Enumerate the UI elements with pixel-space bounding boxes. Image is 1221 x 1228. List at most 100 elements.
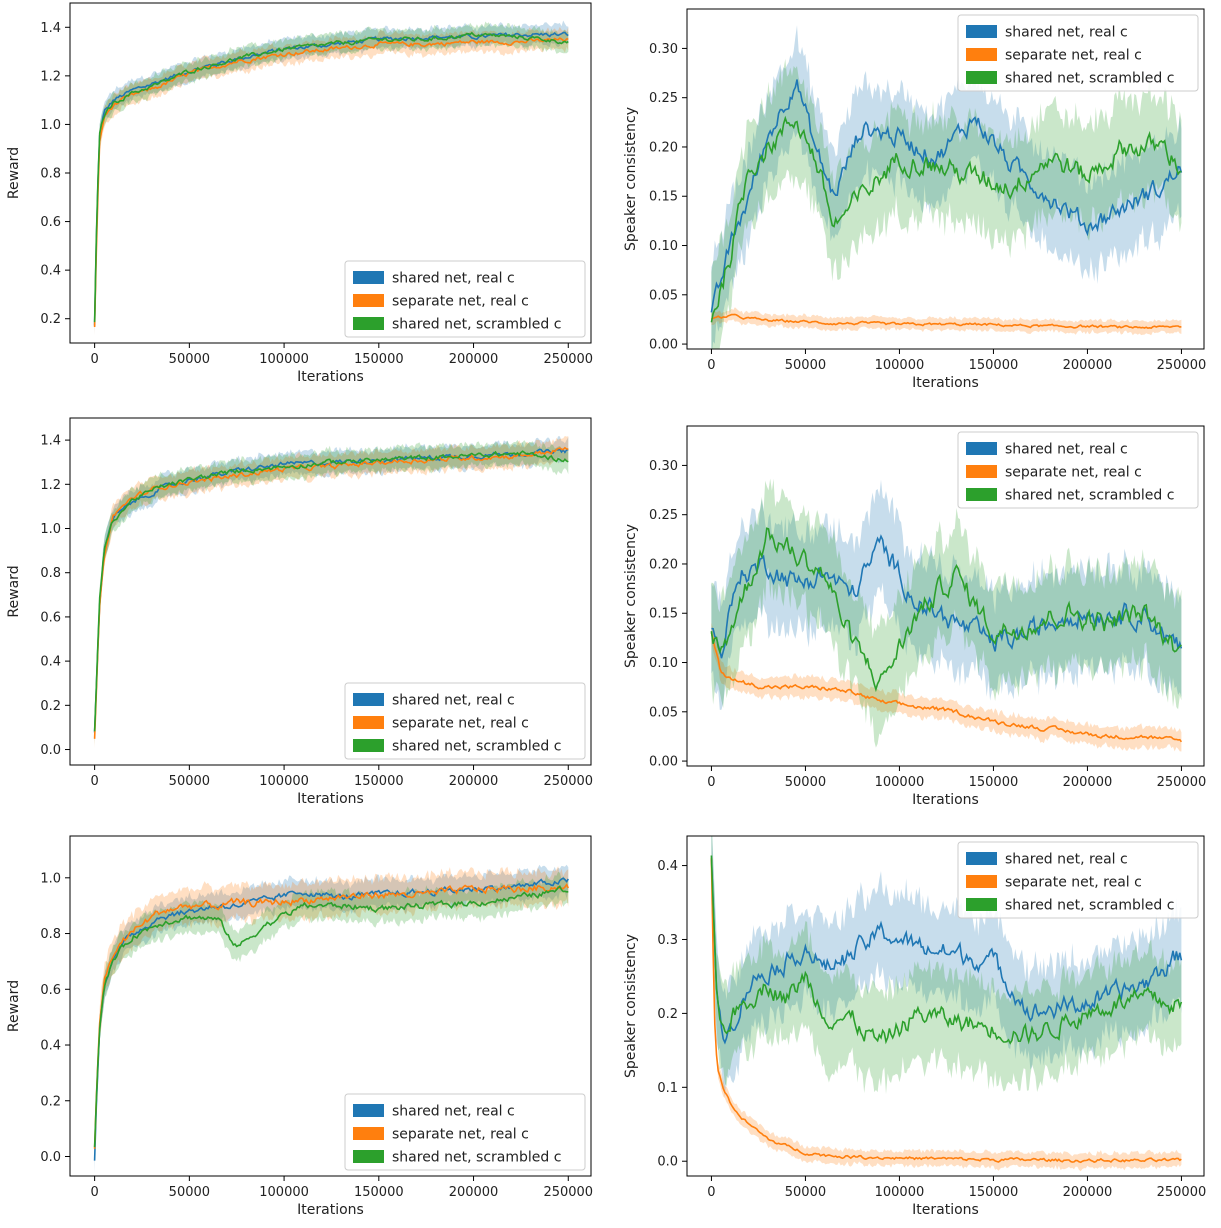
x-tick-label: 0 bbox=[707, 358, 715, 373]
legend-swatch bbox=[966, 875, 997, 888]
series-line bbox=[93, 450, 569, 732]
y-tick-label: 1.0 bbox=[40, 522, 61, 537]
y-tick-label: 1.0 bbox=[40, 871, 61, 886]
chart-panel: 0 50000 100000 150000 200000 250000 0.0 0.1 0.2 0… bbox=[623, 835, 1207, 1218]
legend-label: separate net, real c bbox=[392, 1127, 529, 1143]
y-tick-label: 0.2 bbox=[40, 312, 61, 327]
series-band bbox=[711, 25, 1182, 349]
legend-label: shared net, real c bbox=[392, 1104, 515, 1120]
x-tick-label: 250000 bbox=[1157, 1185, 1207, 1200]
series-line bbox=[93, 31, 569, 323]
y-tick-label: 0.05 bbox=[649, 705, 678, 720]
x-axis-label: Iterations bbox=[297, 369, 364, 385]
series-line bbox=[93, 885, 569, 1148]
x-tick-label: 100000 bbox=[875, 358, 925, 373]
y-tick-label: 0.2 bbox=[40, 699, 61, 714]
legend-label: separate net, real c bbox=[1005, 465, 1142, 481]
y-tick-label: 0.8 bbox=[40, 167, 61, 182]
x-tick-label: 150000 bbox=[354, 774, 404, 789]
y-tick-label: 0.25 bbox=[649, 508, 678, 523]
x-tick-label: 50000 bbox=[169, 352, 210, 367]
series-line bbox=[93, 37, 569, 328]
legend-box bbox=[344, 260, 586, 338]
legend-box bbox=[344, 682, 586, 760]
legend-swatch bbox=[966, 25, 997, 38]
series-line bbox=[710, 857, 1182, 1164]
series-line bbox=[710, 79, 1183, 313]
legend-swatch bbox=[353, 693, 384, 706]
axes-frame bbox=[686, 425, 1205, 767]
axes-frame bbox=[69, 417, 592, 766]
series-line bbox=[93, 446, 569, 739]
y-tick-label: 0.6 bbox=[40, 610, 61, 625]
y-tick-label: 1.0 bbox=[40, 118, 61, 133]
y-tick-label: 0.2 bbox=[40, 1094, 61, 1109]
legend-label: shared net, real c bbox=[1005, 852, 1128, 868]
series-band bbox=[711, 836, 1182, 1098]
legend-swatch bbox=[966, 898, 997, 911]
series-band bbox=[711, 58, 1182, 349]
y-axis-label: Reward bbox=[6, 980, 22, 1032]
series-line bbox=[710, 632, 1183, 743]
legend-label: shared net, scrambled c bbox=[392, 739, 561, 755]
x-tick-label: 100000 bbox=[259, 774, 309, 789]
x-tick-label: 150000 bbox=[969, 1185, 1019, 1200]
y-tick-label: 0.20 bbox=[649, 557, 678, 572]
legend-swatch bbox=[966, 465, 997, 478]
y-tick-label: 0.4 bbox=[657, 859, 678, 874]
x-tick-label: 200000 bbox=[449, 352, 499, 367]
y-tick-label: 0.8 bbox=[40, 566, 61, 581]
legend: shared net, real c separate net, real c sh… bbox=[344, 1093, 586, 1171]
series-line bbox=[710, 527, 1182, 693]
legend-label: shared net, real c bbox=[1005, 442, 1128, 458]
chart-panel: 0 50000 100000 150000 200000 250000 0.2 0.4 0.6 0… bbox=[6, 2, 593, 385]
legend-swatch bbox=[353, 1104, 384, 1117]
x-tick-label: 50000 bbox=[785, 1185, 826, 1200]
series-band bbox=[711, 478, 1182, 748]
plot-area bbox=[93, 864, 570, 1174]
series-line bbox=[711, 313, 1182, 330]
legend: shared net, real c separate net, real c sh… bbox=[344, 682, 586, 760]
y-tick-label: 0.30 bbox=[649, 42, 678, 57]
y-tick-label: 0.6 bbox=[40, 215, 61, 230]
y-tick-label: 0.1 bbox=[657, 1081, 678, 1096]
legend-swatch bbox=[353, 716, 384, 729]
y-tick-label: 0.0 bbox=[40, 743, 61, 758]
legend-swatch bbox=[966, 442, 997, 455]
y-tick-label: 0.15 bbox=[649, 607, 678, 622]
series-band bbox=[711, 836, 1182, 1095]
x-tick-label: 100000 bbox=[875, 1185, 925, 1200]
plot-area bbox=[710, 836, 1183, 1172]
x-tick-label: 50000 bbox=[169, 1185, 210, 1200]
x-tick-label: 0 bbox=[90, 774, 98, 789]
x-tick-label: 50000 bbox=[785, 358, 826, 373]
y-tick-label: 0.4 bbox=[40, 655, 61, 670]
legend-box bbox=[344, 1093, 586, 1171]
legend-swatch bbox=[966, 852, 997, 865]
legend-label: shared net, real c bbox=[392, 693, 515, 709]
y-tick-label: 0.20 bbox=[649, 140, 678, 155]
y-tick-label: 0.0 bbox=[40, 1150, 61, 1165]
y-tick-label: 0.25 bbox=[649, 91, 678, 106]
x-tick-label: 150000 bbox=[969, 775, 1019, 790]
legend-label: shared net, scrambled c bbox=[1005, 898, 1174, 914]
chart-panel: 0 50000 100000 150000 200000 250000 0.00 0.05 0.… bbox=[623, 425, 1206, 808]
y-tick-label: 0.15 bbox=[649, 190, 678, 205]
x-tick-label: 200000 bbox=[1063, 775, 1113, 790]
legend-swatch bbox=[353, 271, 384, 284]
plot-area bbox=[93, 436, 569, 749]
series-line bbox=[710, 115, 1182, 323]
plot-area bbox=[710, 25, 1183, 349]
chart-panel: 0 50000 100000 150000 200000 250000 0.0 0.2 0.4 0… bbox=[6, 417, 593, 807]
y-axis-label: Speaker consistency bbox=[623, 524, 639, 668]
legend-label: shared net, real c bbox=[392, 271, 515, 287]
legend-label: shared net, scrambled c bbox=[392, 317, 561, 333]
legend-swatch bbox=[353, 1150, 384, 1163]
y-tick-label: 0.05 bbox=[649, 288, 678, 303]
x-axis-label: Iterations bbox=[912, 1202, 979, 1218]
plot-area bbox=[93, 20, 569, 336]
x-axis-label: Iterations bbox=[912, 792, 979, 808]
y-tick-label: 0.4 bbox=[40, 1039, 61, 1054]
legend-label: separate net, real c bbox=[392, 716, 529, 732]
legend-label: shared net, scrambled c bbox=[1005, 71, 1174, 87]
